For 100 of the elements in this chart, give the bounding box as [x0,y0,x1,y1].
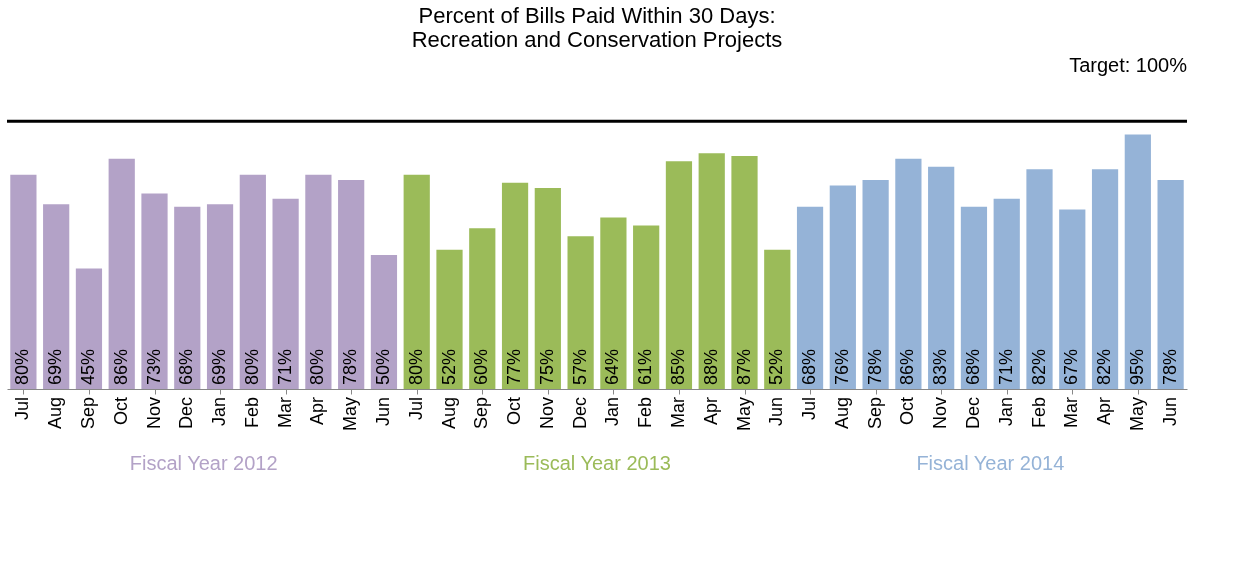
bar [1091,169,1119,389]
data-label: 71% [995,348,1016,385]
data-label: 78% [340,348,361,385]
data-label: 68% [176,348,197,385]
data-label: 86% [897,348,918,385]
data-label: 82% [1094,348,1115,385]
x-tick-label: Feb [241,397,262,429]
bar [108,158,135,389]
x-tick-label: Nov [930,397,951,430]
data-label: 82% [1028,348,1049,385]
x-tick-label: Apr [700,397,721,426]
x-tick-label: Sep [77,397,98,430]
x-tick-label: Nov [536,397,557,430]
bar [1124,134,1151,389]
data-label: 80% [405,348,426,385]
data-label: 88% [700,348,721,385]
bar [960,206,988,389]
x-tick-label: Oct [897,397,918,426]
bar [600,217,627,389]
x-tick-label: Feb [1028,397,1049,429]
data-label: 87% [733,348,754,385]
bar [10,174,37,389]
bar [239,174,266,389]
data-label: 80% [307,348,328,385]
x-tick-label: Sep [864,397,885,430]
bar [1157,180,1184,389]
text: Fiscal Year 2014 [916,452,1065,474]
data-label: 68% [799,348,820,385]
bar [1059,209,1086,389]
data-label: 57% [569,348,590,385]
bar [141,193,168,389]
data-label: 52% [438,348,459,385]
x-tick-label: Oct [504,397,525,426]
bar [436,249,463,389]
data-label: 71% [274,348,295,385]
x-tick-label: Apr [1094,397,1115,426]
x-tick-label: Jun [766,397,787,427]
x-tick-label: Aug [831,397,852,430]
x-tick-label: May [733,397,754,432]
data-label: 52% [766,348,787,385]
bar [174,206,201,389]
x-tick-label: Jan [995,397,1016,427]
bar [895,158,922,389]
data-label: 73% [143,348,164,385]
bar [338,180,365,389]
data-label: 83% [930,348,951,385]
bar [469,228,496,389]
bar [75,268,103,389]
bar [862,180,889,389]
data-label: 78% [1159,348,1180,385]
data-label: 75% [536,348,557,385]
data-label: 64% [602,348,623,385]
x-tick-label: Jul [405,397,426,421]
data-label: 76% [831,348,852,385]
x-tick-label: Mar [1061,397,1082,428]
x-tick-label: Nov [143,397,164,430]
data-label: 69% [45,348,66,385]
bar [370,255,398,389]
x-tick-label: Jan [209,397,230,427]
data-label: 85% [667,348,688,385]
data-label: 68% [962,348,983,385]
bar [403,174,430,389]
bar [501,182,529,389]
bar [796,206,824,389]
bar [665,161,693,389]
text: Percent of Bills Paid Within 30 Days: [418,3,776,29]
x-tick-label: Jun [372,397,393,427]
x-tick-label: Feb [635,397,656,429]
bar [633,225,660,389]
bar [829,185,856,389]
x-tick-label: Jan [602,397,623,427]
bar [764,249,791,389]
data-label: 60% [471,348,492,385]
bar [1026,169,1053,389]
x-tick-label: Sep [471,397,492,430]
data-label: 80% [241,348,262,385]
x-tick-label: Jul [12,397,33,421]
bar [43,204,70,389]
data-label: 67% [1061,348,1082,385]
x-tick-label: Apr [307,397,328,426]
bar [698,153,725,389]
data-label: 50% [372,348,393,385]
bar [206,204,234,389]
x-tick-label: Aug [45,397,66,430]
ref-line-label: Target: 100% [1069,54,1188,77]
bar [928,166,955,389]
x-tick-label: May [340,397,361,432]
x-tick-label: Dec [962,397,983,430]
data-label: 61% [635,348,656,385]
text: Recreation and Conservation Projects [411,27,783,53]
x-tick-label: Jul [799,397,820,421]
x-tick-label: Dec [569,397,590,430]
x-tick-label: Jun [1159,397,1180,427]
x-tick-label: Aug [438,397,459,430]
bar [567,236,594,389]
bar [534,188,561,389]
bar [731,155,758,389]
text: Fiscal Year 2012 [129,452,278,474]
bar [993,198,1020,389]
data-label: 78% [864,348,885,385]
